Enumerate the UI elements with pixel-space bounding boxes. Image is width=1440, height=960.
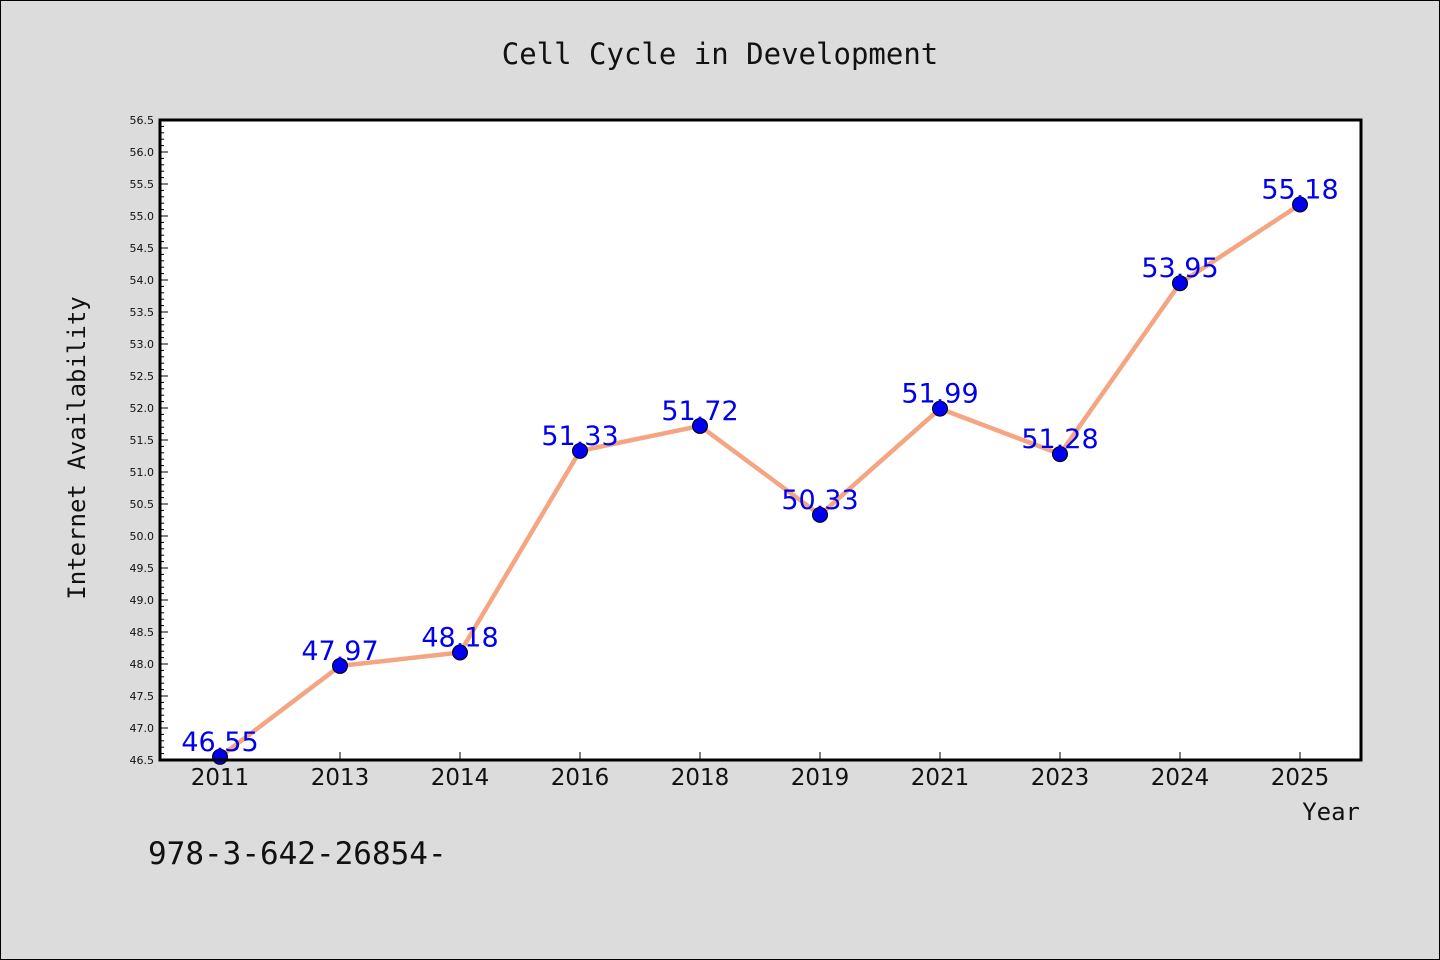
x-tick-label: 2025 <box>1271 765 1330 791</box>
y-tick-label: 48.5 <box>130 626 155 639</box>
y-tick-label: 51.0 <box>130 466 155 479</box>
series-layer: 46.55 47.97 48.18 51.33 51.72 50.33 51.99 51.28… <box>181 174 1339 765</box>
data-label: 51.99 <box>901 379 978 410</box>
series-line <box>218 202 1302 759</box>
data-label: 51.28 <box>1021 424 1098 455</box>
y-tick-label: 56.5 <box>130 114 155 127</box>
y-tick-label: 49.5 <box>130 562 155 575</box>
data-point <box>1052 446 1068 463</box>
x-axis-label: Year <box>1302 798 1360 826</box>
y-tick-label: 47.5 <box>130 690 155 703</box>
data-point <box>932 400 948 417</box>
y-tick-label: 49.0 <box>130 594 155 607</box>
y-tick-label: 48.0 <box>130 658 155 671</box>
y-tick-label: 46.5 <box>130 754 155 767</box>
plot-area <box>160 120 1361 760</box>
y-tick-label: 54.0 <box>130 274 155 287</box>
data-point <box>332 657 348 674</box>
y-axis-label: Internet Availability <box>63 296 91 599</box>
y-tick-label: 51.5 <box>130 434 155 447</box>
y-tick-label: 55.0 <box>130 210 155 223</box>
data-label: 51.72 <box>661 396 738 427</box>
x-tick-label: 2018 <box>671 765 730 791</box>
data-label: 46.55 <box>181 727 258 758</box>
x-tick-label: 2011 <box>191 765 250 791</box>
x-tick-label: 2013 <box>311 765 370 791</box>
y-tick-label: 50.5 <box>130 498 155 511</box>
data-point <box>1292 196 1308 213</box>
x-tick-label: 2019 <box>791 765 850 791</box>
x-axis: 2011 2013 2014 2016 2018 2019 2021 2023 2024 2025 <box>191 752 1330 791</box>
y-tick-label: 47.0 <box>130 722 155 735</box>
data-label: 51.33 <box>541 421 618 452</box>
y-tick-label: 52.0 <box>130 402 155 415</box>
y-tick-label: 53.0 <box>130 338 155 351</box>
y-tick-label: 52.5 <box>130 370 155 383</box>
data-point <box>1172 275 1188 292</box>
data-label: 53.95 <box>1141 253 1218 284</box>
x-tick-label: 2014 <box>431 765 490 791</box>
y-tick-label: 55.5 <box>130 178 155 191</box>
y-tick-label: 53.5 <box>130 306 155 319</box>
data-label: 50.33 <box>781 485 858 516</box>
data-label: 47.97 <box>301 636 378 667</box>
y-tick-label: 54.5 <box>130 242 155 255</box>
x-tick-label: 2016 <box>551 765 610 791</box>
x-tick-label: 2021 <box>911 765 970 791</box>
data-point <box>692 417 708 434</box>
x-tick-label: 2023 <box>1031 765 1090 791</box>
x-tick-label: 2024 <box>1151 765 1210 791</box>
footer-text: 978-3-642-26854- <box>148 836 447 872</box>
plot-border <box>158 118 1363 762</box>
y-tick-label: 50.0 <box>130 530 155 543</box>
data-point <box>572 442 588 459</box>
data-label: 55.18 <box>1261 174 1338 205</box>
data-point <box>452 644 468 661</box>
y-tick-label: 56.0 <box>130 146 155 159</box>
data-label: 48.18 <box>421 622 498 653</box>
data-point <box>812 506 828 523</box>
chart-title: Cell Cycle in Development <box>502 37 939 71</box>
